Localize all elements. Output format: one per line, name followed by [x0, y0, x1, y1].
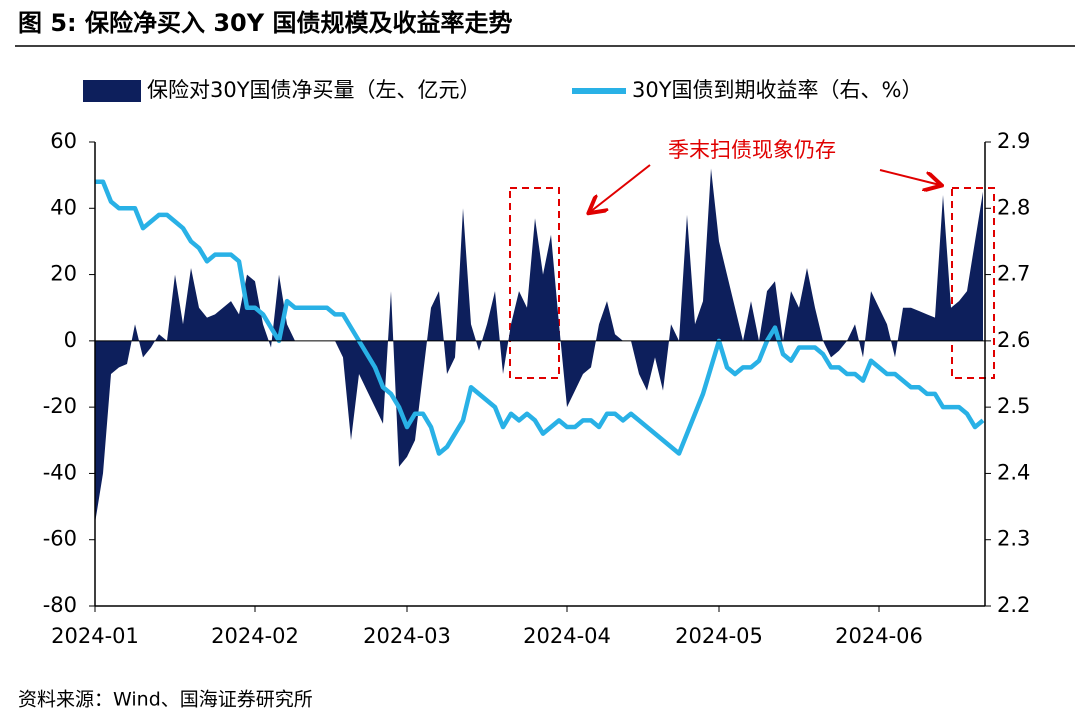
- y-tick-label: 40: [50, 195, 77, 219]
- highlight-box: [951, 187, 995, 379]
- y2-tick-label: 2.2: [997, 593, 1030, 617]
- y-tick-label: 0: [64, 328, 77, 352]
- y-tick-label: -60: [43, 527, 77, 551]
- legend-label: 保险对30Y国债净买量（左、亿元）: [147, 78, 481, 102]
- legend-swatch: [83, 80, 141, 102]
- x-tick-label: 2024-04: [523, 624, 611, 648]
- y-tick-label: 20: [50, 262, 77, 286]
- y2-tick-label: 2.5: [997, 394, 1030, 418]
- y2-tick-label: 2.6: [997, 328, 1030, 352]
- y2-tick-label: 2.8: [997, 195, 1030, 219]
- highlight-box: [509, 187, 560, 379]
- legend-label: 30Y国债到期收益率（右、%）: [632, 78, 923, 102]
- area: [95, 168, 983, 524]
- x-tick-label: 2024-01: [51, 624, 139, 648]
- x-tick-label: 2024-03: [363, 624, 451, 648]
- arrow: [879, 169, 940, 185]
- y2-tick-label: 2.9: [997, 129, 1030, 153]
- chart-title: 图 5: 保险净买入 30Y 国债规模及收益率走势: [18, 9, 513, 37]
- y-tick-label: -20: [43, 394, 77, 418]
- y2-tick-label: 2.3: [997, 527, 1030, 551]
- x-tick-label: 2024-05: [675, 624, 763, 648]
- line: [95, 179, 985, 456]
- x-tick-label: 2024-02: [211, 624, 299, 648]
- y-tick-label: -40: [43, 460, 77, 484]
- y2-tick-label: 2.7: [997, 262, 1030, 286]
- y2-tick-label: 2.4: [997, 460, 1030, 484]
- x-tick-label: 2024-06: [835, 624, 923, 648]
- arrow: [590, 164, 651, 212]
- y-tick-label: 60: [50, 129, 77, 153]
- y-tick-label: -80: [43, 593, 77, 617]
- source: 资料来源：Wind、国海证券研究所: [18, 689, 313, 711]
- annotation: 季末扫债现象仍存: [668, 138, 836, 162]
